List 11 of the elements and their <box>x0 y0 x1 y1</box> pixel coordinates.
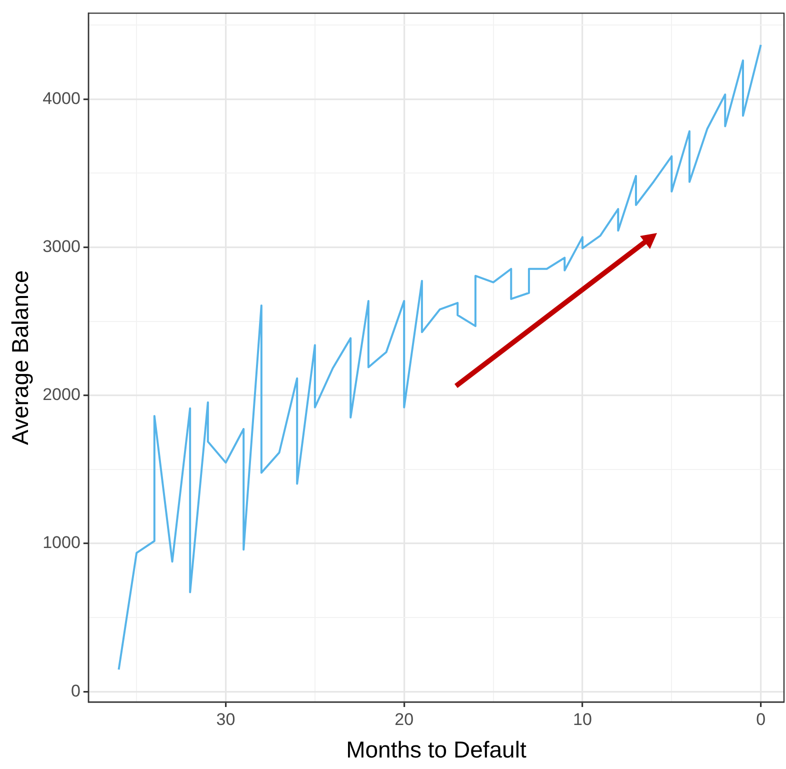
y-tick-label: 4000 <box>42 88 80 108</box>
x-axis-title: Months to Default <box>346 736 527 763</box>
y-tick-label: 3000 <box>42 236 80 256</box>
y-axis-title: Average Balance <box>7 270 34 445</box>
y-tick-label: 0 <box>70 681 80 700</box>
x-tick-label: 20 <box>394 710 414 729</box>
y-tick-label: 1000 <box>42 533 80 552</box>
x-tick-label: 0 <box>756 710 766 729</box>
x-tick-label: 30 <box>216 710 236 729</box>
y-tick-label: 2000 <box>42 385 80 404</box>
x-tick-label: 10 <box>573 710 592 729</box>
